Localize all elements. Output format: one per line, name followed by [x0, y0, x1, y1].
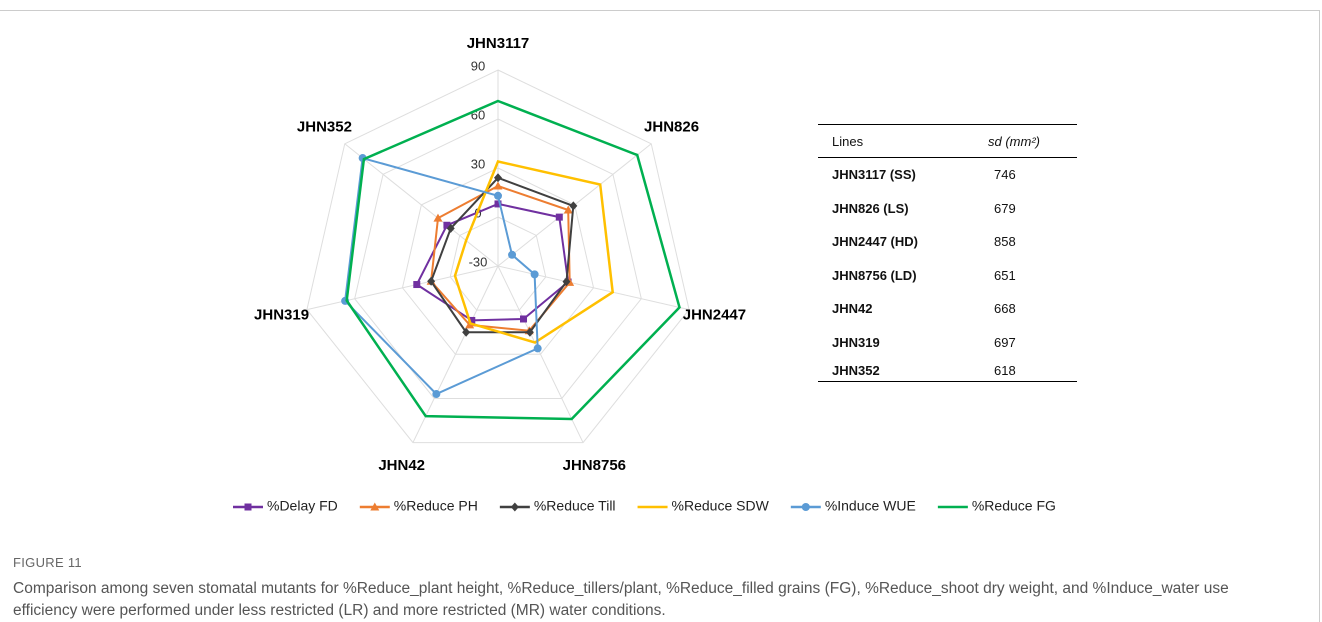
axis-label: JHN42: [378, 457, 425, 474]
legend-text: %Reduce PH: [394, 498, 478, 514]
table-row: JHN3117 (SS) 746: [818, 158, 1077, 192]
axis-label: JHN3117: [467, 35, 530, 52]
legend-marker: [370, 502, 380, 511]
header-cell: sd (mm²): [974, 124, 1077, 158]
data-point: [494, 173, 502, 183]
legend-marker: [244, 503, 252, 511]
spoke: [306, 265, 499, 311]
grid-ring: [401, 167, 595, 355]
table-cell: 651: [994, 267, 1016, 283]
legend-text: %Reduce SDW: [672, 498, 770, 514]
tick-label: 30: [471, 156, 485, 171]
axis-label: JHN352: [297, 119, 352, 136]
data-point: [525, 327, 534, 337]
figure-caption: Comparison among seven stomatal mutants …: [13, 580, 1229, 619]
spoke: [497, 265, 584, 443]
figure-frame: [0, 10, 1320, 622]
data-point: [433, 213, 443, 222]
data-point: [462, 327, 471, 337]
tick-label: -30: [469, 254, 488, 269]
series-line: [429, 176, 575, 334]
table-cell: 697: [994, 334, 1016, 350]
data-point: [508, 250, 517, 259]
legend-text: %Induce WUE: [825, 498, 916, 514]
axis-label: JHN826: [644, 119, 699, 136]
data-point: [446, 223, 455, 233]
table-row: JHN8756 (LD) 651: [818, 259, 1077, 293]
grid-ring: [306, 69, 690, 444]
table-cell: JHN2447 (HD): [832, 234, 918, 250]
legend-marker: [510, 502, 519, 512]
table-row: JHN2447 (HD) 858: [818, 225, 1077, 259]
table-cell: JHN42: [832, 301, 873, 317]
spoke: [497, 265, 690, 311]
table-cell: JHN319: [832, 334, 880, 350]
chart: -300306090JHN3117JHN826JHN2447JHN8756JHN…: [233, 35, 1056, 514]
figure-label: FIGURE 11: [13, 555, 82, 570]
data-point: [555, 213, 563, 221]
data-point: [494, 191, 502, 200]
axis-label: JHN8756: [563, 457, 626, 474]
table-cell: 618: [974, 359, 1077, 382]
table-header: Lines sd (mm²): [818, 124, 1077, 158]
series-line: [415, 202, 570, 322]
tick-label: 90: [471, 58, 485, 73]
data-point: [493, 181, 503, 190]
data-point: [533, 344, 542, 353]
data-point: [520, 315, 528, 323]
data-point: [563, 205, 573, 214]
data-point: [432, 390, 441, 399]
data-point: [530, 270, 539, 279]
data-point: [562, 277, 571, 287]
table-cell: 858: [994, 234, 1016, 250]
spoke: [412, 265, 499, 443]
table-cell: JHN3117 (SS): [832, 167, 916, 183]
axis-label: JHN319: [254, 306, 309, 323]
data-point: [413, 281, 421, 289]
table: Lines sd (mm²) JHN3117 (SS) 746 JHN826 (LS…: [818, 124, 1077, 382]
table-cell: JHN8756 (LD): [832, 267, 917, 283]
legend-text: %Delay FD: [267, 498, 338, 514]
table-row: JHN42 668: [818, 292, 1077, 326]
axis-label: JHN2447: [683, 306, 746, 323]
legend-text: %Reduce Till: [534, 498, 616, 514]
data-point: [569, 201, 578, 211]
series-line: [345, 99, 681, 421]
data-point: [468, 316, 476, 324]
grid-ring: [354, 118, 642, 399]
table-cell: JHN826 (LS): [832, 200, 909, 216]
series-line: [430, 184, 571, 332]
legend-marker: [801, 503, 810, 511]
table-row: JHN352 618: [818, 359, 1077, 382]
data-point: [427, 276, 436, 286]
header-cell: Lines: [818, 124, 974, 158]
table-cell: 668: [994, 301, 1016, 317]
grid-ring: [449, 216, 547, 311]
table-cell: 746: [994, 167, 1016, 183]
table-cell: 679: [994, 200, 1016, 216]
data-point: [494, 200, 502, 208]
table-cell: JHN352: [818, 359, 974, 382]
spoke: [344, 143, 499, 267]
series-line: [344, 156, 539, 396]
series-line: [453, 160, 615, 344]
data-point: [443, 221, 451, 229]
legend-text: %Reduce FG: [972, 498, 1056, 514]
table-row: JHN826 (LS) 679: [818, 192, 1077, 226]
table-row: JHN319 697: [818, 326, 1077, 360]
